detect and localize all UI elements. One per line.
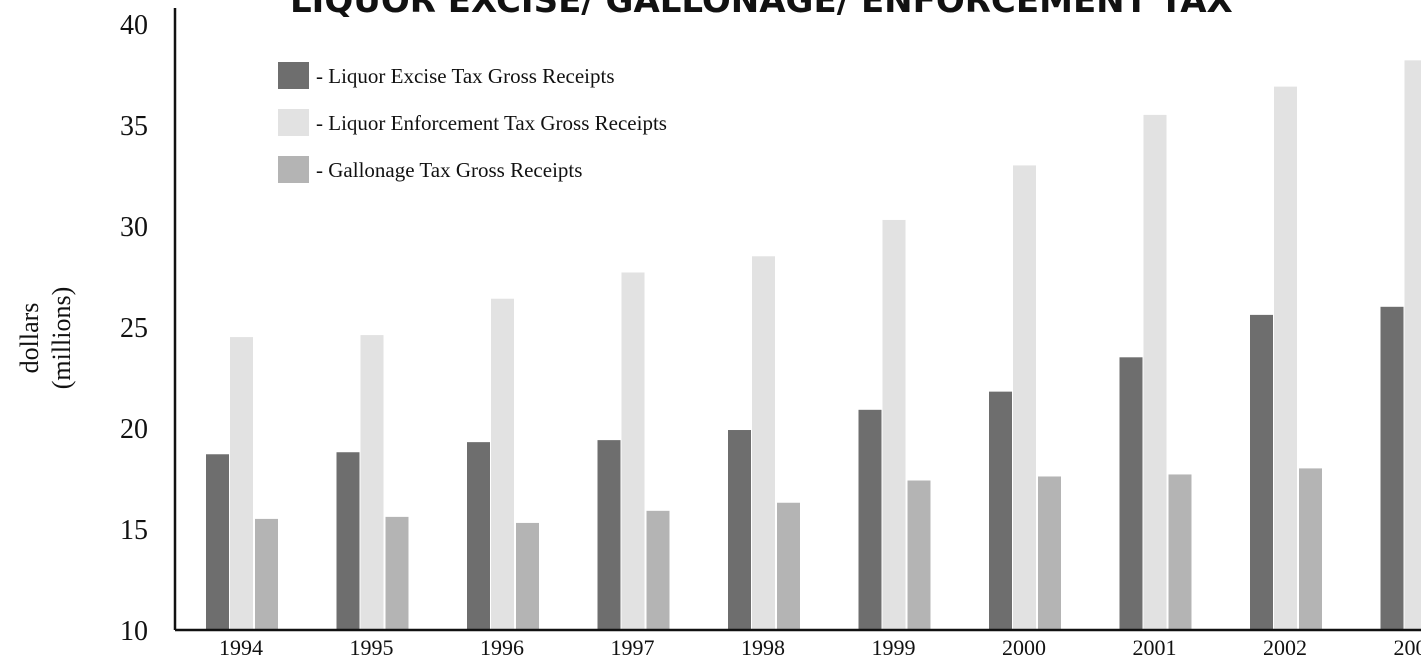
bar-gallonage: [907, 480, 931, 630]
bar-gallonage: [646, 510, 670, 630]
bar-enforcement: [621, 272, 645, 630]
bar-gallonage: [1299, 468, 1322, 630]
bar-enforcement: [1274, 86, 1297, 631]
y-axis-label-line2: (millions): [47, 287, 76, 390]
x-tick-label: 1997: [611, 635, 655, 660]
x-tick-label: 2003: [1394, 635, 1421, 660]
bar-gallonage: [255, 518, 278, 630]
bar-excise: [989, 391, 1012, 630]
legend-label: - Gallonage Tax Gross Receipts: [316, 158, 582, 182]
bar-excise: [728, 430, 751, 630]
bar-gallonage: [777, 502, 800, 630]
y-axis-label-line1: dollars: [15, 303, 44, 374]
y-tick-label: 20: [120, 414, 148, 445]
x-tick-label: 1996: [480, 635, 524, 660]
bar-excise: [1250, 314, 1273, 630]
bars: [206, 60, 1421, 631]
y-tick-labels: 10 15 20 25 30 35 40: [120, 10, 148, 647]
bar-excise: [858, 409, 882, 630]
bar-enforcement: [882, 219, 906, 630]
bar-enforcement: [1404, 60, 1421, 631]
bar-gallonage: [385, 516, 409, 630]
bar-enforcement: [1013, 165, 1036, 630]
x-tick-label: 2000: [1002, 635, 1046, 660]
bar-gallonage: [516, 522, 539, 630]
legend-swatch-enforcement: [278, 109, 309, 136]
legend: - Liquor Excise Tax Gross Receipts - Liqu…: [278, 62, 667, 183]
y-tick-label: 25: [120, 313, 148, 344]
y-tick-label: 35: [120, 111, 148, 142]
bar-enforcement: [491, 298, 514, 630]
bar-gallonage: [1038, 476, 1061, 630]
bar-excise: [597, 440, 621, 630]
y-tick-label: 15: [120, 515, 148, 546]
bar-enforcement: [230, 337, 253, 630]
x-tick-label: 1999: [872, 635, 916, 660]
bar-excise: [1119, 357, 1143, 630]
x-tick-label: 1995: [350, 635, 394, 660]
legend-swatch-gallonage: [278, 156, 309, 183]
x-tick-labels: 1994 1995 1996 1997 1998 1999 2000 2001 2002 2003: [219, 635, 1421, 660]
x-tick-label: 1994: [219, 635, 263, 660]
x-tick-label: 1998: [741, 635, 785, 660]
bar-excise: [1380, 306, 1404, 630]
y-tick-label: 40: [120, 10, 148, 41]
x-tick-label: 2001: [1133, 635, 1177, 660]
bar-excise: [467, 442, 490, 630]
bar-excise: [206, 454, 229, 630]
y-tick-label: 30: [120, 212, 148, 243]
bar-excise: [336, 452, 360, 630]
bar-enforcement: [752, 256, 775, 630]
bar-enforcement: [1143, 114, 1167, 630]
bar-enforcement: [360, 335, 384, 630]
bar-gallonage: [1168, 474, 1192, 630]
legend-label: - Liquor Enforcement Tax Gross Receipts: [316, 111, 667, 135]
legend-label: - Liquor Excise Tax Gross Receipts: [316, 64, 615, 88]
legend-swatch-excise: [278, 62, 309, 89]
y-tick-label: 10: [120, 616, 148, 647]
chart-title: LIQUOR EXCISE/ GALLONAGE/ ENFORCEMENT TA…: [290, 0, 1233, 21]
x-tick-label: 2002: [1263, 635, 1307, 660]
